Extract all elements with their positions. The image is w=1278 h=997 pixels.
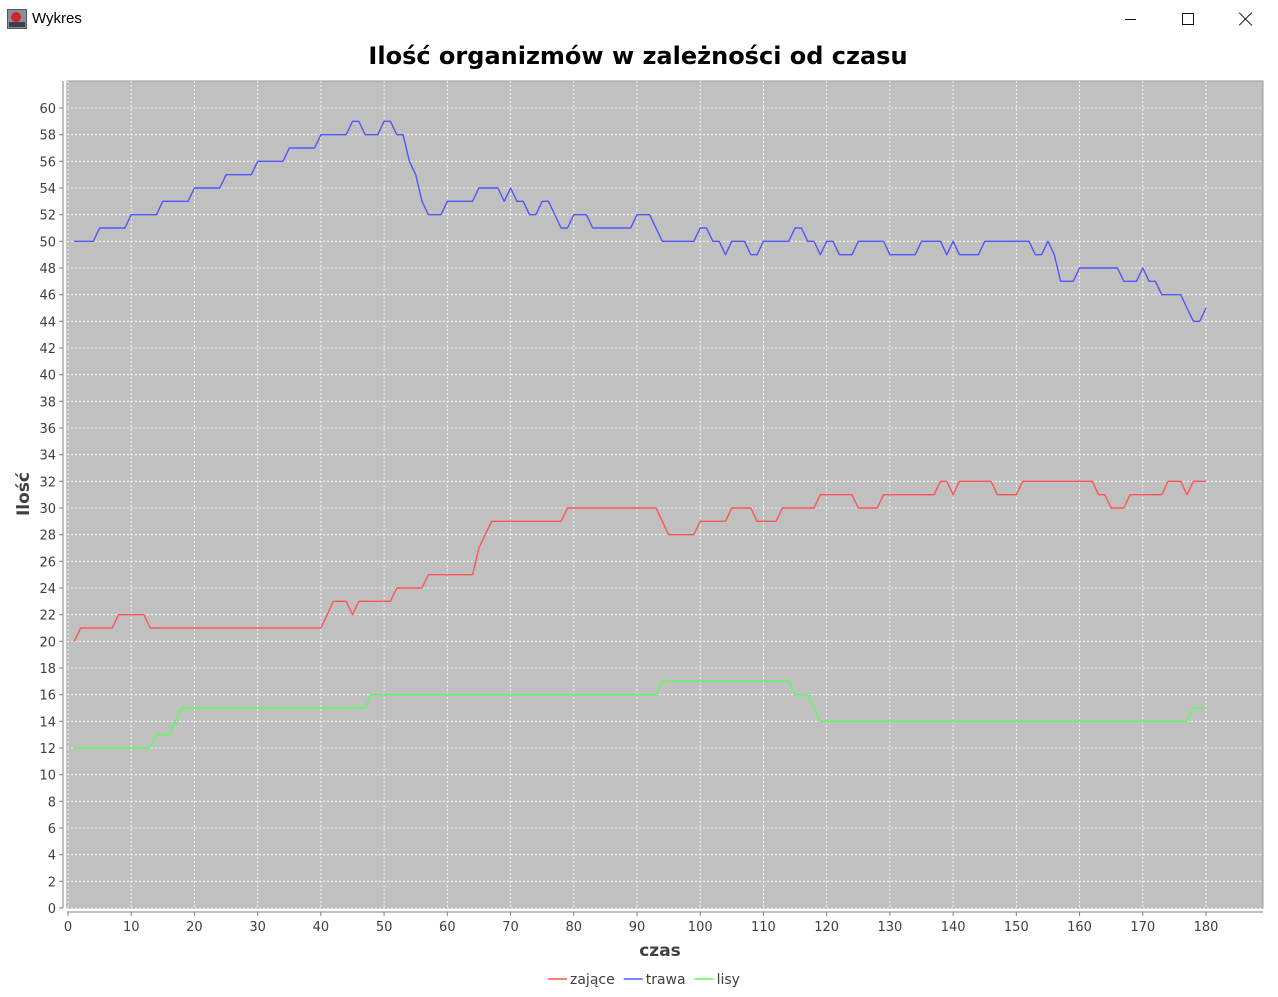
x-tick-label: 10 <box>123 920 140 935</box>
x-tick-label: 150 <box>1004 920 1029 935</box>
y-tick-label: 24 <box>39 582 56 597</box>
x-tick-label: 130 <box>877 920 902 935</box>
x-tick-label: 140 <box>941 920 966 935</box>
y-tick-label: 58 <box>39 129 56 144</box>
close-icon <box>1239 12 1253 26</box>
y-tick-label: 36 <box>39 422 56 437</box>
x-tick-label: 80 <box>566 920 583 935</box>
y-tick-label: 22 <box>39 609 56 624</box>
y-tick-label: 4 <box>48 849 56 864</box>
series-line-2 <box>74 680 1206 749</box>
y-tick-label: 10 <box>39 769 56 784</box>
app-icon <box>7 9 27 29</box>
y-tick-label: 16 <box>39 689 56 704</box>
y-tick-label: 60 <box>39 102 56 117</box>
chart-title: Ilość organizmów w zależności od czasu <box>368 42 907 70</box>
y-tick-label: 34 <box>39 449 56 464</box>
y-ticks: 0246810121416182022242628303234363840424… <box>39 102 63 917</box>
x-tick-label: 120 <box>814 920 839 935</box>
minimize-icon <box>1124 18 1136 20</box>
y-tick-label: 42 <box>39 342 56 357</box>
y-axis-title: Ilość <box>14 472 34 516</box>
y-tick-label: 30 <box>39 502 56 517</box>
legend-label-2: lisy <box>717 972 740 988</box>
x-tick-label: 40 <box>313 920 330 935</box>
x-tick-label: 180 <box>1194 920 1219 935</box>
y-tick-label: 2 <box>48 875 56 890</box>
y-tick-label: 50 <box>39 235 56 250</box>
window-title: Wykres <box>32 10 82 27</box>
x-tick-label: 20 <box>186 920 203 935</box>
x-axis-title: czas <box>639 941 681 961</box>
x-tick-label: 160 <box>1067 920 1092 935</box>
legend-label-1: trawa <box>646 972 686 988</box>
y-tick-label: 52 <box>39 209 56 224</box>
x-tick-label: 170 <box>1130 920 1155 935</box>
window-titlebar: Wykres <box>0 0 1278 38</box>
y-tick-label: 20 <box>39 635 56 650</box>
series-line-1 <box>74 120 1207 322</box>
maximize-icon <box>1182 13 1194 25</box>
axes <box>62 81 1263 913</box>
line-chart: Ilość organizmów w zależności od czasu 0… <box>14 42 1264 988</box>
y-tick-label: 46 <box>39 289 56 304</box>
x-tick-label: 110 <box>751 920 776 935</box>
y-tick-label: 8 <box>48 795 56 810</box>
legend: zające trawa lisy <box>548 972 740 988</box>
x-tick-label: 60 <box>439 920 456 935</box>
x-tick-label: 50 <box>376 920 393 935</box>
y-tick-label: 14 <box>39 715 56 730</box>
y-tick-label: 0 <box>48 902 56 917</box>
x-ticks: 0 10 20 30 40 50 60 70 80 90 100 110 120 130 140 150 160… <box>64 912 1219 935</box>
y-tick-label: 48 <box>39 262 56 277</box>
x-tick-label: 70 <box>502 920 519 935</box>
y-tick-label: 6 <box>48 822 56 837</box>
y-tick-label: 28 <box>39 529 56 544</box>
x-tick-label: 30 <box>249 920 266 935</box>
y-tick-label: 44 <box>39 315 56 330</box>
series-line-0 <box>73 480 1206 642</box>
close-button[interactable] <box>1217 0 1275 38</box>
y-tick-label: 38 <box>39 395 56 410</box>
legend-label-0: zające <box>570 972 615 988</box>
y-tick-label: 54 <box>39 182 56 197</box>
x-tick-label: 0 <box>64 920 72 935</box>
series-lines <box>73 120 1207 749</box>
y-tick-label: 26 <box>39 555 56 570</box>
minimize-button[interactable] <box>1101 0 1159 38</box>
y-tick-label: 56 <box>39 155 56 170</box>
y-tick-label: 40 <box>39 369 56 384</box>
x-tick-label: 100 <box>688 920 713 935</box>
y-tick-label: 18 <box>39 662 56 677</box>
y-tick-label: 32 <box>39 475 56 490</box>
plot-area <box>66 80 1264 909</box>
maximize-button[interactable] <box>1159 0 1217 38</box>
y-tick-label: 12 <box>39 742 56 757</box>
x-tick-label: 90 <box>629 920 646 935</box>
